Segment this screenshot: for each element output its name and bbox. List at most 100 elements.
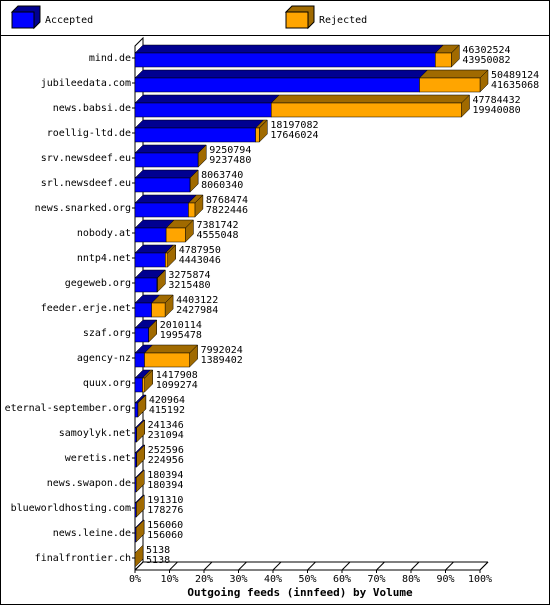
value-label: 5138 (146, 555, 170, 566)
y-tick-label: finalfrontier.ch (35, 553, 131, 564)
total-label: 8768474 (206, 195, 248, 206)
total-label: 241346 (148, 420, 184, 431)
y-tick-label: roellig-ltd.de (47, 128, 131, 139)
y-tick-label: news.babsi.de (53, 103, 131, 114)
x-tick-label: 80% (402, 574, 420, 585)
bar-top (134, 94, 280, 104)
y-tick-label: blueworldhosting.com (11, 503, 131, 514)
bar (255, 127, 260, 143)
x-tick-label: 70% (367, 574, 385, 585)
y-tick-label: quux.org (83, 378, 131, 389)
bar-top (134, 169, 199, 179)
value-label: 3215480 (168, 280, 210, 291)
y-tick-label: nobody.at (77, 228, 131, 239)
value-label: 9237480 (209, 155, 251, 166)
y-tick-label: eternal-september.org (5, 403, 131, 414)
y-tick-label: news.swapon.de (47, 478, 131, 489)
x-tick-label: 100% (468, 574, 492, 585)
x-tick-depth (341, 561, 351, 571)
x-tick-label: 0% (129, 574, 141, 585)
bar (142, 377, 145, 393)
value-label: 8060340 (201, 180, 243, 191)
x-tick-label: 20% (195, 574, 213, 585)
x-tick-depth (169, 561, 178, 571)
value-label: 231094 (148, 430, 184, 441)
y-tick-label: gegeweb.org (65, 278, 131, 289)
x-tick-label: 90% (436, 574, 454, 585)
y-tick-label: feeder.erje.net (41, 303, 131, 314)
bar-top (134, 69, 429, 79)
bar (134, 402, 139, 418)
y-tick-label: nntp4.net (77, 253, 131, 264)
y-tick-label: szaf.org (83, 328, 131, 339)
x-tick-depth (134, 561, 144, 571)
bar-side (134, 544, 144, 568)
total-label: 156060 (147, 520, 183, 531)
y-tick-label: samoylyk.net (59, 428, 131, 439)
bar-top (134, 144, 207, 154)
x-tick-label: 60% (333, 574, 351, 585)
total-label: 50489124 (491, 70, 539, 81)
x-tick-label: 30% (229, 574, 247, 585)
x-tick-label: 10% (160, 574, 178, 585)
x-tick-depth (272, 561, 282, 571)
legend-swatch (285, 11, 309, 29)
bar (435, 52, 452, 68)
total-label: 8063740 (201, 170, 243, 181)
legend-swatch-side (284, 5, 315, 30)
bar (134, 77, 420, 93)
value-label: 415192 (149, 405, 185, 416)
bar (134, 102, 272, 118)
bar (134, 252, 166, 268)
total-label: 2010114 (160, 320, 202, 331)
total-label: 46302524 (462, 45, 510, 56)
value-label: 178276 (147, 505, 183, 516)
value-label: 1099274 (156, 380, 198, 391)
total-label: 191310 (147, 495, 183, 506)
x-tick-depth (410, 561, 420, 571)
y-tick-label: mind.de (89, 53, 131, 64)
bar-side (135, 519, 145, 543)
bar (165, 252, 168, 268)
bar (134, 127, 256, 143)
bar-top (134, 194, 198, 204)
total-label: 180394 (147, 470, 183, 481)
value-label: 2427984 (176, 305, 218, 316)
bar (134, 327, 149, 343)
bar-top (143, 344, 199, 354)
total-label: 7381742 (196, 220, 238, 231)
legend-label: Accepted (45, 15, 93, 26)
y-tick-label: srv.newsdeef.eu (41, 153, 131, 164)
bar (134, 377, 143, 393)
bar (134, 352, 145, 368)
total-label: 420964 (149, 395, 185, 406)
legend-label: Rejected (319, 15, 367, 26)
bar-side (135, 469, 145, 493)
y-tick-label: agency-nz (77, 353, 131, 364)
y-tick-label: news.snarked.org (35, 203, 131, 214)
x-tick-depth (445, 561, 454, 571)
x-axis-title: Outgoing feeds (innfeed) by Volume (187, 586, 413, 599)
x-tick-depth (307, 561, 316, 571)
y-tick-label: news.leine.de (53, 528, 131, 539)
total-label: 4403122 (176, 295, 218, 306)
bar-top (418, 69, 489, 79)
y-tick-label: srl.newsdeef.eu (41, 178, 131, 189)
bar (134, 302, 152, 318)
value-label: 19940080 (473, 105, 521, 116)
x-tick-depth (376, 561, 385, 571)
total-label: 5138 (146, 545, 170, 556)
value-label: 7822446 (206, 205, 248, 216)
total-label: 18197082 (270, 120, 318, 131)
x-tick-label: 40% (264, 574, 282, 585)
bar (134, 52, 436, 68)
y-tick-label: jubileedata.com (41, 78, 131, 89)
value-label: 17646024 (270, 130, 318, 141)
value-label: 43950082 (462, 55, 510, 66)
x-tick-label: 50% (298, 574, 316, 585)
value-label: 180394 (147, 480, 183, 491)
total-label: 9250794 (209, 145, 251, 156)
total-label: 7992024 (201, 345, 243, 356)
bar (134, 202, 189, 218)
